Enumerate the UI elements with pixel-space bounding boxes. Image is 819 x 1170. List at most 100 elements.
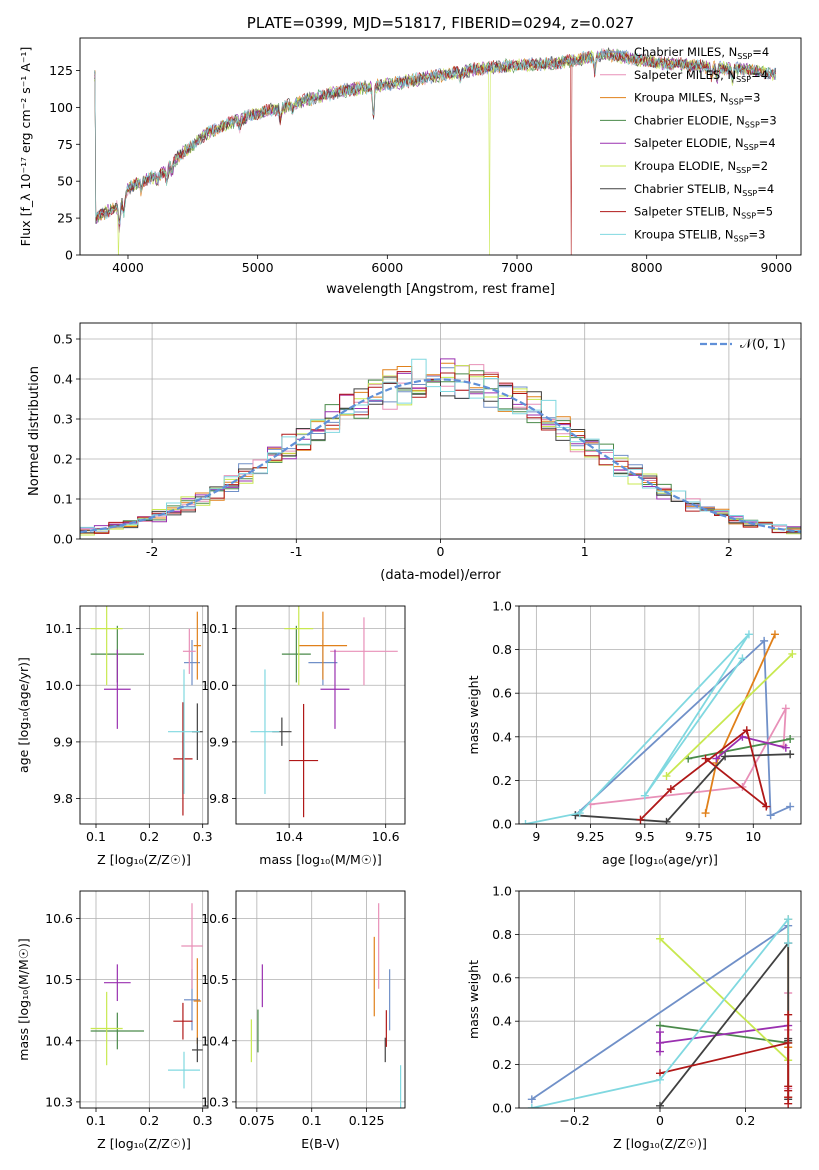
y-tick-label: 10.1	[201, 621, 229, 636]
y-axis-label: Normed distribution	[27, 366, 42, 496]
plot-area	[94, 47, 777, 255]
y-tick-label: 0.3	[53, 412, 73, 427]
plot-area	[250, 903, 402, 1108]
y-tick-label: 0.8	[492, 927, 512, 942]
weight-point	[770, 630, 779, 639]
x-tick-label: 6000	[371, 260, 403, 275]
axes-frame	[235, 605, 406, 825]
legend-entry: Kroupa ELODIE, NSSP=2	[634, 159, 768, 175]
panel-residuals: -2 -1 0 1 2 0.0 0.1 0.2 0.3 0.4 0.5 𝒩(0, 1) (data-mo…	[27, 322, 802, 583]
x-tick-label: 0.2	[139, 829, 159, 844]
y-tick-label: 9.8	[209, 791, 229, 806]
x-tick-label: 9.5	[635, 829, 655, 844]
y-tick-label: 25	[57, 211, 73, 226]
weight-point	[788, 649, 797, 658]
y-tick-label: 0.4	[53, 372, 73, 387]
weight-point	[742, 726, 751, 735]
axes-frame	[79, 37, 802, 256]
y-tick-label: 9.8	[53, 791, 73, 806]
weight-point	[781, 704, 790, 713]
x-tick-label: 0	[437, 544, 445, 559]
y-tick-label: 1.0	[492, 884, 512, 899]
y-tick-label: 0.2	[492, 1057, 512, 1072]
x-tick-label: 1	[581, 544, 589, 559]
y-tick-label: 0.2	[492, 773, 512, 788]
weight-point	[656, 1101, 664, 1108]
plot-area	[527, 915, 793, 1108]
y-tick-label: 100	[49, 100, 73, 115]
weight-point	[656, 934, 664, 943]
x-tick-label: 0.075	[239, 1113, 275, 1128]
x-tick-label: 10.4	[275, 829, 303, 844]
weight-point	[575, 809, 584, 818]
weight-line	[574, 638, 791, 817]
y-tick-label: 10.5	[201, 972, 229, 987]
x-tick-label: -1	[290, 544, 302, 559]
weight-point	[527, 1104, 536, 1108]
x-axis-label: mass [log₁₀(M/M☉)]	[259, 852, 381, 867]
plot-area	[90, 903, 203, 1089]
y-tick-label: 0.0	[492, 1101, 512, 1116]
axes-frame	[79, 322, 802, 540]
x-tick-label: 4000	[112, 260, 144, 275]
y-tick-label: 0.6	[492, 970, 512, 985]
weight-point	[656, 1075, 664, 1084]
axes-frame	[518, 605, 802, 825]
legend-entry: Chabrier ELODIE, NSSP=3	[634, 113, 777, 129]
x-tick-label: 0.2	[736, 1113, 756, 1128]
x-axis-label: wavelength [Angstrom, rest frame]	[326, 282, 555, 297]
panel-weight_Z: −0.2 0 0.2 0.0 0.2 0.4 0.6 0.8 1.0 Z [log₁₀(Z/Z☉)…	[466, 884, 802, 1151]
weight-point	[527, 1095, 536, 1104]
y-axis-label: Flux [f_λ 10⁻¹⁷ erg cm⁻² s⁻¹ A⁻¹]	[18, 47, 33, 247]
weight-line	[590, 708, 787, 806]
y-tick-label: 0.6	[492, 686, 512, 701]
weight-point	[712, 754, 721, 763]
weight-point	[640, 791, 649, 800]
y-tick-label: 10.6	[45, 911, 73, 926]
chart-title: PLATE=0399, MJD=51817, FIBERID=0294, z=0…	[247, 14, 634, 32]
y-tick-label: 0	[65, 248, 73, 263]
spectrum-line	[94, 48, 777, 225]
weight-point	[738, 654, 747, 663]
y-tick-label: 10.3	[45, 1094, 73, 1109]
legend-entry: Chabrier MILES, NSSP=4	[634, 45, 769, 61]
y-tick-label: 10.0	[201, 678, 229, 693]
x-tick-label: 0.125	[349, 1113, 385, 1128]
axes-frame	[235, 890, 406, 1109]
x-tick-label: 0	[656, 1113, 664, 1128]
legend-entry: Salpeter STELIB, NSSP=5	[634, 205, 773, 221]
weight-point	[760, 636, 769, 645]
weight-point	[781, 743, 790, 752]
weight-point	[784, 1082, 793, 1091]
weight-point	[656, 1038, 664, 1047]
axes-frame	[79, 890, 209, 1109]
x-tick-label: 0.3	[193, 1113, 213, 1128]
legend-entry: 𝒩(0, 1)	[740, 336, 786, 351]
weight-line	[531, 924, 789, 1101]
weight-line	[665, 653, 793, 777]
y-tick-label: 75	[57, 137, 73, 152]
x-tick-label: 7000	[501, 260, 533, 275]
y-tick-label: 50	[57, 174, 73, 189]
plot-area	[521, 630, 797, 824]
weight-line	[659, 940, 790, 1107]
panel-mass_Z: 0.1 0.2 0.3 10.3 10.4 10.5 10.6 Z [log₁₀(Z/Z☉)]…	[16, 890, 213, 1151]
normal-curve	[80, 378, 801, 534]
weight-point	[701, 754, 710, 763]
weight-point	[662, 817, 671, 824]
panel-spectrum: 4000 5000 6000 7000 8000 9000 0 25 50 75 100 125 Cha…	[18, 14, 802, 297]
weight-point	[784, 1038, 793, 1047]
weight-point	[784, 1010, 793, 1019]
x-axis-label: age [log₁₀(age/yr)]	[602, 852, 718, 867]
x-axis-label: Z [log₁₀(Z/Z☉)]	[97, 852, 191, 867]
axes-frame	[79, 605, 209, 825]
legend-entry: Kroupa STELIB, NSSP=3	[634, 227, 765, 243]
panel-mass_ebv: 0.075 0.1 0.125 10.3 10.4 10.5 10.6 E(B-V)	[201, 890, 406, 1151]
y-tick-label: 125	[49, 63, 73, 78]
y-tick-label: 10.0	[45, 678, 73, 693]
y-axis-label: age [log₁₀(age/yr)]	[16, 657, 31, 773]
y-tick-label: 10.3	[201, 1094, 229, 1109]
x-axis-label: Z [log₁₀(Z/Z☉)]	[613, 1136, 707, 1151]
weight-point	[766, 811, 775, 820]
